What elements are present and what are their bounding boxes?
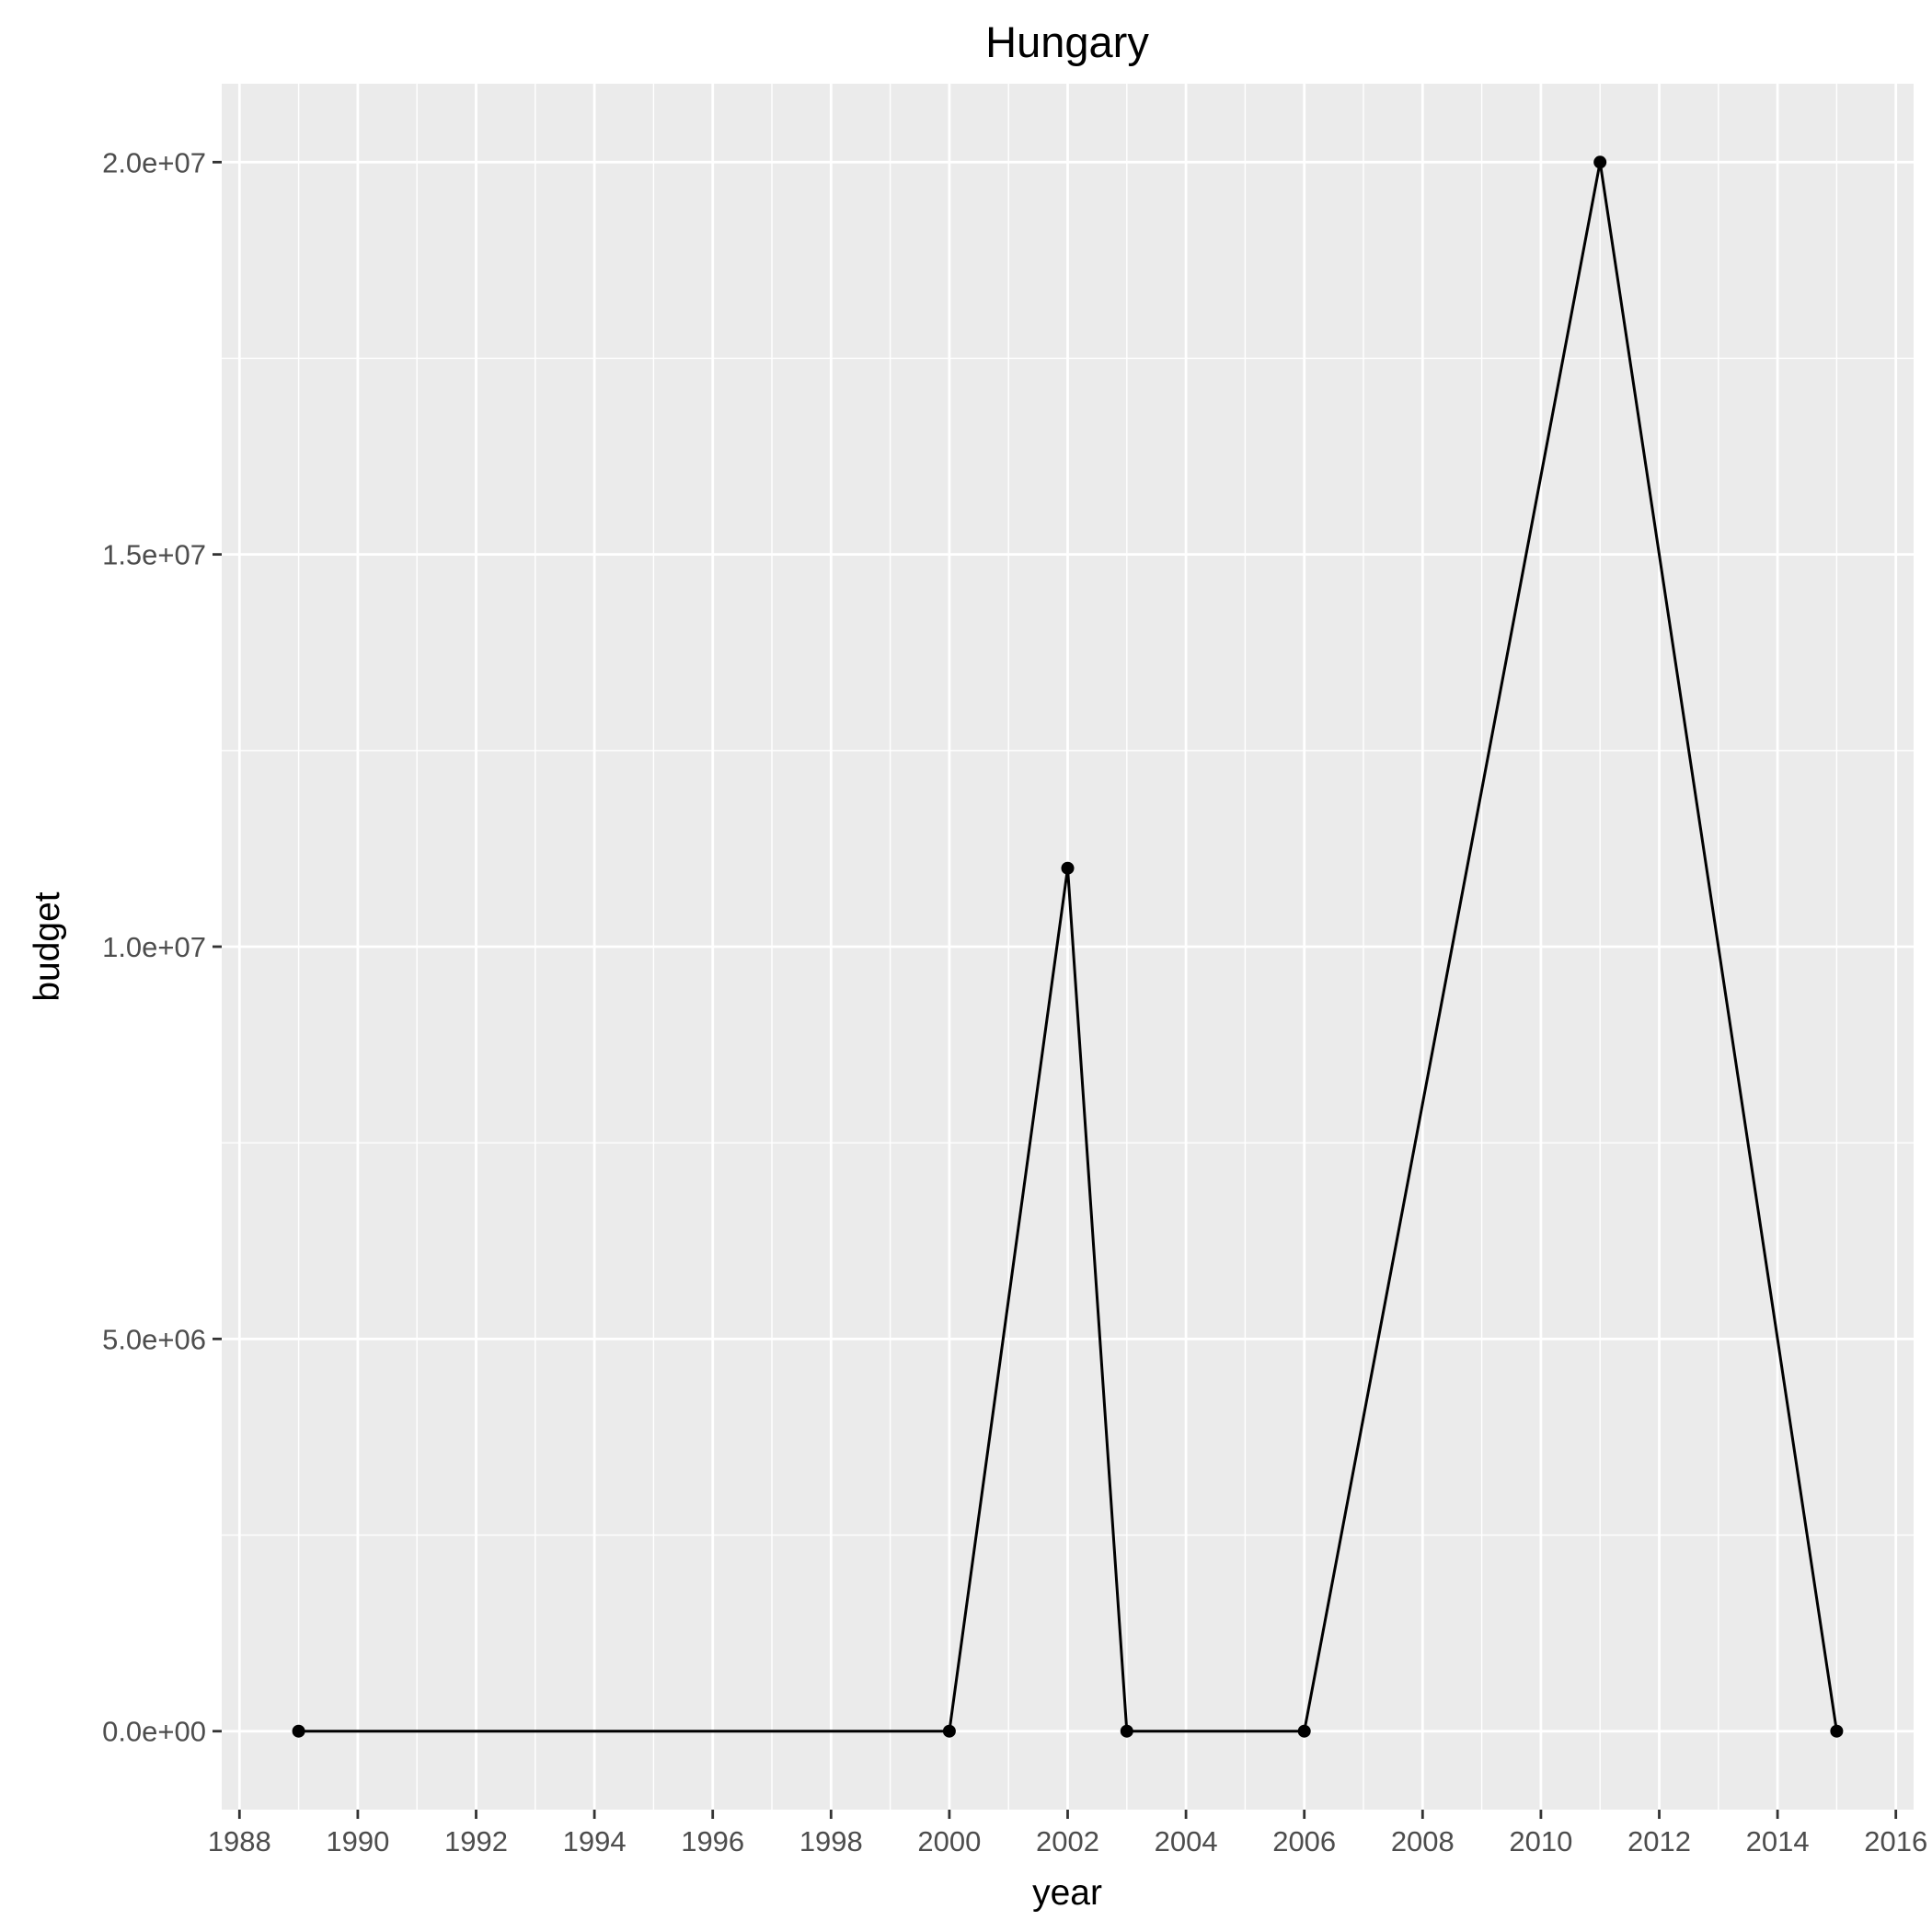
y-tick-label: 2.0e+07 bbox=[102, 146, 206, 178]
data-point-2000 bbox=[942, 1724, 956, 1738]
y-tick-label: 1.0e+07 bbox=[102, 931, 206, 963]
data-point-1989 bbox=[292, 1724, 305, 1738]
x-tick-label: 1998 bbox=[799, 1825, 863, 1857]
x-tick-label: 2012 bbox=[1627, 1825, 1691, 1857]
x-tick-label: 2002 bbox=[1036, 1825, 1099, 1857]
chart-title: Hungary bbox=[985, 17, 1149, 66]
y-tick-label: 1.5e+07 bbox=[102, 539, 206, 571]
x-tick-label: 2008 bbox=[1391, 1825, 1455, 1857]
x-tick-label: 2004 bbox=[1155, 1825, 1218, 1857]
x-tick-label: 2014 bbox=[1746, 1825, 1810, 1857]
y-axis-title: budget bbox=[28, 891, 67, 1001]
x-tick-label: 2016 bbox=[1864, 1825, 1927, 1857]
data-point-2003 bbox=[1120, 1724, 1133, 1738]
y-tick-label: 5.0e+06 bbox=[102, 1323, 206, 1355]
x-axis: 1988 1990 1992 1994 1996 1998 2000 2002 2004 2006… bbox=[208, 1810, 1927, 1857]
x-tick-label: 1996 bbox=[681, 1825, 744, 1857]
major-grid bbox=[222, 84, 1914, 1810]
x-tick-label: 1990 bbox=[326, 1825, 389, 1857]
data-point-2002 bbox=[1061, 861, 1075, 875]
series-budget bbox=[292, 155, 1844, 1738]
data-point-2006 bbox=[1297, 1724, 1311, 1738]
x-tick-label: 2006 bbox=[1272, 1825, 1336, 1857]
x-axis-title: year bbox=[1032, 1873, 1102, 1913]
y-tick-label: 0.0e+00 bbox=[102, 1716, 206, 1748]
x-tick-label: 2000 bbox=[917, 1825, 981, 1857]
data-point-2011 bbox=[1593, 155, 1607, 169]
data-point-2015 bbox=[1830, 1724, 1844, 1738]
x-tick-label: 2010 bbox=[1509, 1825, 1572, 1857]
y-axis: 0.0e+00 5.0e+06 1.0e+07 1.5e+07 2.0e+07 bbox=[102, 146, 222, 1748]
x-tick-label: 1994 bbox=[563, 1825, 627, 1857]
x-tick-label: 1988 bbox=[208, 1825, 271, 1857]
x-tick-label: 1992 bbox=[444, 1825, 508, 1857]
